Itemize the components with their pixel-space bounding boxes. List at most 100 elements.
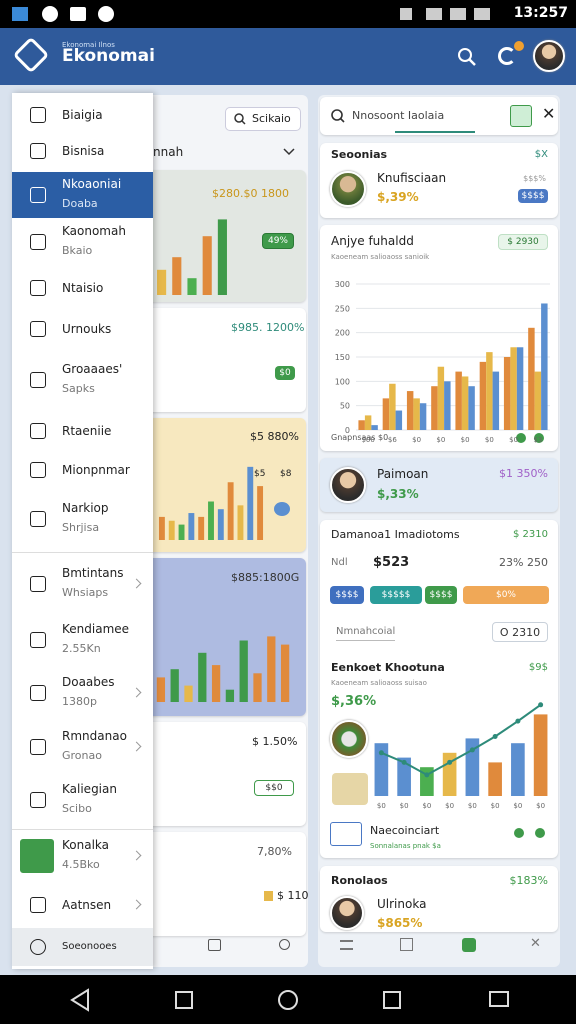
drawer-item[interactable]: Narkiop Shrjisa bbox=[12, 496, 153, 542]
refresh-icon[interactable] bbox=[498, 47, 516, 65]
value: $,33% bbox=[377, 487, 419, 501]
nav-icon[interactable]: ✕ bbox=[530, 936, 541, 951]
square-button[interactable] bbox=[175, 991, 193, 1009]
filter-button[interactable] bbox=[510, 105, 532, 127]
tab-underline bbox=[395, 131, 475, 133]
icon[interactable] bbox=[516, 433, 526, 443]
app-title: Ekonomai bbox=[62, 46, 155, 66]
system-buttons bbox=[70, 988, 509, 1012]
nav-icon[interactable] bbox=[279, 939, 290, 950]
card: Seoonias $X Knufisciaan $,39% $$$% $$$$ bbox=[320, 143, 558, 218]
mini-chart bbox=[156, 636, 290, 702]
icon[interactable] bbox=[514, 828, 524, 838]
x-tick-label: $0 bbox=[377, 802, 386, 810]
drawer-item[interactable]: Soeonooes bbox=[12, 928, 153, 966]
recents-button[interactable] bbox=[383, 991, 401, 1009]
chevron bbox=[131, 741, 142, 752]
mini-chart bbox=[157, 219, 227, 295]
drawer-subtitle: Bkaio bbox=[62, 244, 93, 257]
x-tick-label: $0 bbox=[412, 436, 421, 444]
drawer-title: Kaonomah bbox=[62, 224, 126, 238]
drawer-item[interactable]: Konalka 4.5Bko bbox=[12, 833, 153, 879]
pill: 49% bbox=[262, 233, 294, 249]
drawer-item[interactable]: Ntaisio bbox=[12, 265, 153, 311]
card-subtitle: Kaoeneam salioaoss sanioik bbox=[331, 253, 430, 261]
drawer-item[interactable]: Rmndanao Gronao bbox=[12, 724, 153, 770]
drawer-item[interactable]: Kaliegian Scibo bbox=[12, 777, 153, 823]
drawer-item[interactable]: Aatnsen bbox=[12, 882, 153, 928]
button[interactable]: $$$$ bbox=[425, 586, 457, 604]
search-bar[interactable]: Nnosoont Iaolaia ✕ bbox=[320, 97, 558, 135]
amount: $885:1800G bbox=[231, 571, 300, 584]
nav-icon[interactable] bbox=[340, 940, 353, 950]
bar bbox=[444, 381, 451, 430]
trend-point bbox=[538, 702, 544, 708]
y-tick-label: 100 bbox=[335, 377, 350, 386]
bar bbox=[217, 219, 227, 295]
drawer-title: Mionpnmar bbox=[62, 463, 130, 477]
divider bbox=[12, 829, 153, 830]
footer-subtitle: Sonnalanas pnak $a bbox=[370, 842, 441, 850]
drawer-subtitle: Shrjisa bbox=[62, 521, 100, 534]
bar bbox=[420, 767, 434, 796]
trend-point bbox=[424, 772, 430, 778]
drawer-title: Konalka bbox=[62, 838, 109, 852]
drawer-title: Ntaisio bbox=[62, 281, 104, 295]
drawer-item[interactable]: Rtaeniie bbox=[12, 408, 153, 454]
drawer-item[interactable]: Mionpnmar bbox=[12, 447, 153, 493]
home-button[interactable] bbox=[278, 990, 298, 1010]
button[interactable]: $$$$ bbox=[330, 586, 364, 604]
drawer-item[interactable]: Nkoaoniai Doaba bbox=[12, 172, 153, 218]
value: $ 110 bbox=[277, 889, 309, 902]
drawer-item[interactable]: Bisnisa bbox=[12, 128, 153, 174]
nav-icon[interactable] bbox=[400, 938, 413, 951]
drawer-item[interactable]: Groaaaes' Sapks bbox=[12, 357, 153, 403]
menu-button[interactable] bbox=[489, 991, 509, 1007]
drawer-subtitle: Whsiaps bbox=[62, 586, 109, 599]
image bbox=[332, 773, 368, 805]
bar bbox=[211, 665, 221, 702]
bar bbox=[184, 685, 193, 702]
icon bbox=[264, 891, 273, 901]
nav-icon[interactable] bbox=[462, 938, 476, 952]
chevron[interactable] bbox=[283, 148, 295, 156]
button[interactable]: $0% bbox=[463, 586, 549, 604]
icon[interactable] bbox=[535, 828, 545, 838]
icon[interactable] bbox=[534, 433, 544, 443]
y-tick-label: 50 bbox=[340, 402, 350, 411]
button[interactable]: $$$$$ bbox=[370, 586, 422, 604]
drawer-item[interactable]: Urnouks bbox=[12, 306, 153, 352]
drawer-item[interactable]: Biaigia bbox=[12, 92, 153, 138]
drawer-icon bbox=[30, 234, 46, 250]
status-icons bbox=[400, 8, 490, 20]
status-icon bbox=[98, 6, 114, 22]
stat: 23% 250 bbox=[499, 556, 548, 569]
tab[interactable]: Nmnahcoial bbox=[336, 624, 396, 641]
status-bar: 13:257 bbox=[0, 0, 576, 28]
bar bbox=[170, 669, 179, 702]
back-button[interactable] bbox=[70, 988, 89, 1012]
card: Damanoa1 Imadiotoms $ 2310 Ndl $523 23% … bbox=[320, 520, 558, 858]
big-value: $,36% bbox=[331, 694, 377, 709]
bar bbox=[395, 410, 403, 430]
drawer-icon bbox=[30, 372, 46, 388]
x-tick-label: $0 bbox=[461, 436, 470, 444]
nav-icon[interactable] bbox=[208, 939, 221, 951]
bar bbox=[188, 513, 195, 540]
amount: $ 1.50% bbox=[252, 735, 298, 748]
search-button[interactable] bbox=[225, 107, 301, 131]
drawer-item[interactable]: Kendiamee 2.55Kn bbox=[12, 617, 153, 663]
avatar[interactable] bbox=[533, 40, 565, 72]
system-nav-bar bbox=[0, 975, 576, 1024]
search-label: Scikaio bbox=[252, 112, 291, 125]
pill: O 2310 bbox=[492, 622, 548, 642]
trend-line bbox=[380, 703, 542, 777]
search-icon[interactable] bbox=[457, 47, 477, 67]
nav-icons bbox=[205, 938, 301, 954]
bar bbox=[419, 403, 427, 430]
drawer-item[interactable]: Bmtintans Whsiaps bbox=[12, 561, 153, 607]
drawer-item[interactable]: Doaabes 1380p bbox=[12, 670, 153, 716]
close-icon[interactable]: ✕ bbox=[542, 104, 556, 123]
bar bbox=[431, 386, 438, 430]
drawer-item[interactable]: Kaonomah Bkaio bbox=[12, 219, 153, 265]
